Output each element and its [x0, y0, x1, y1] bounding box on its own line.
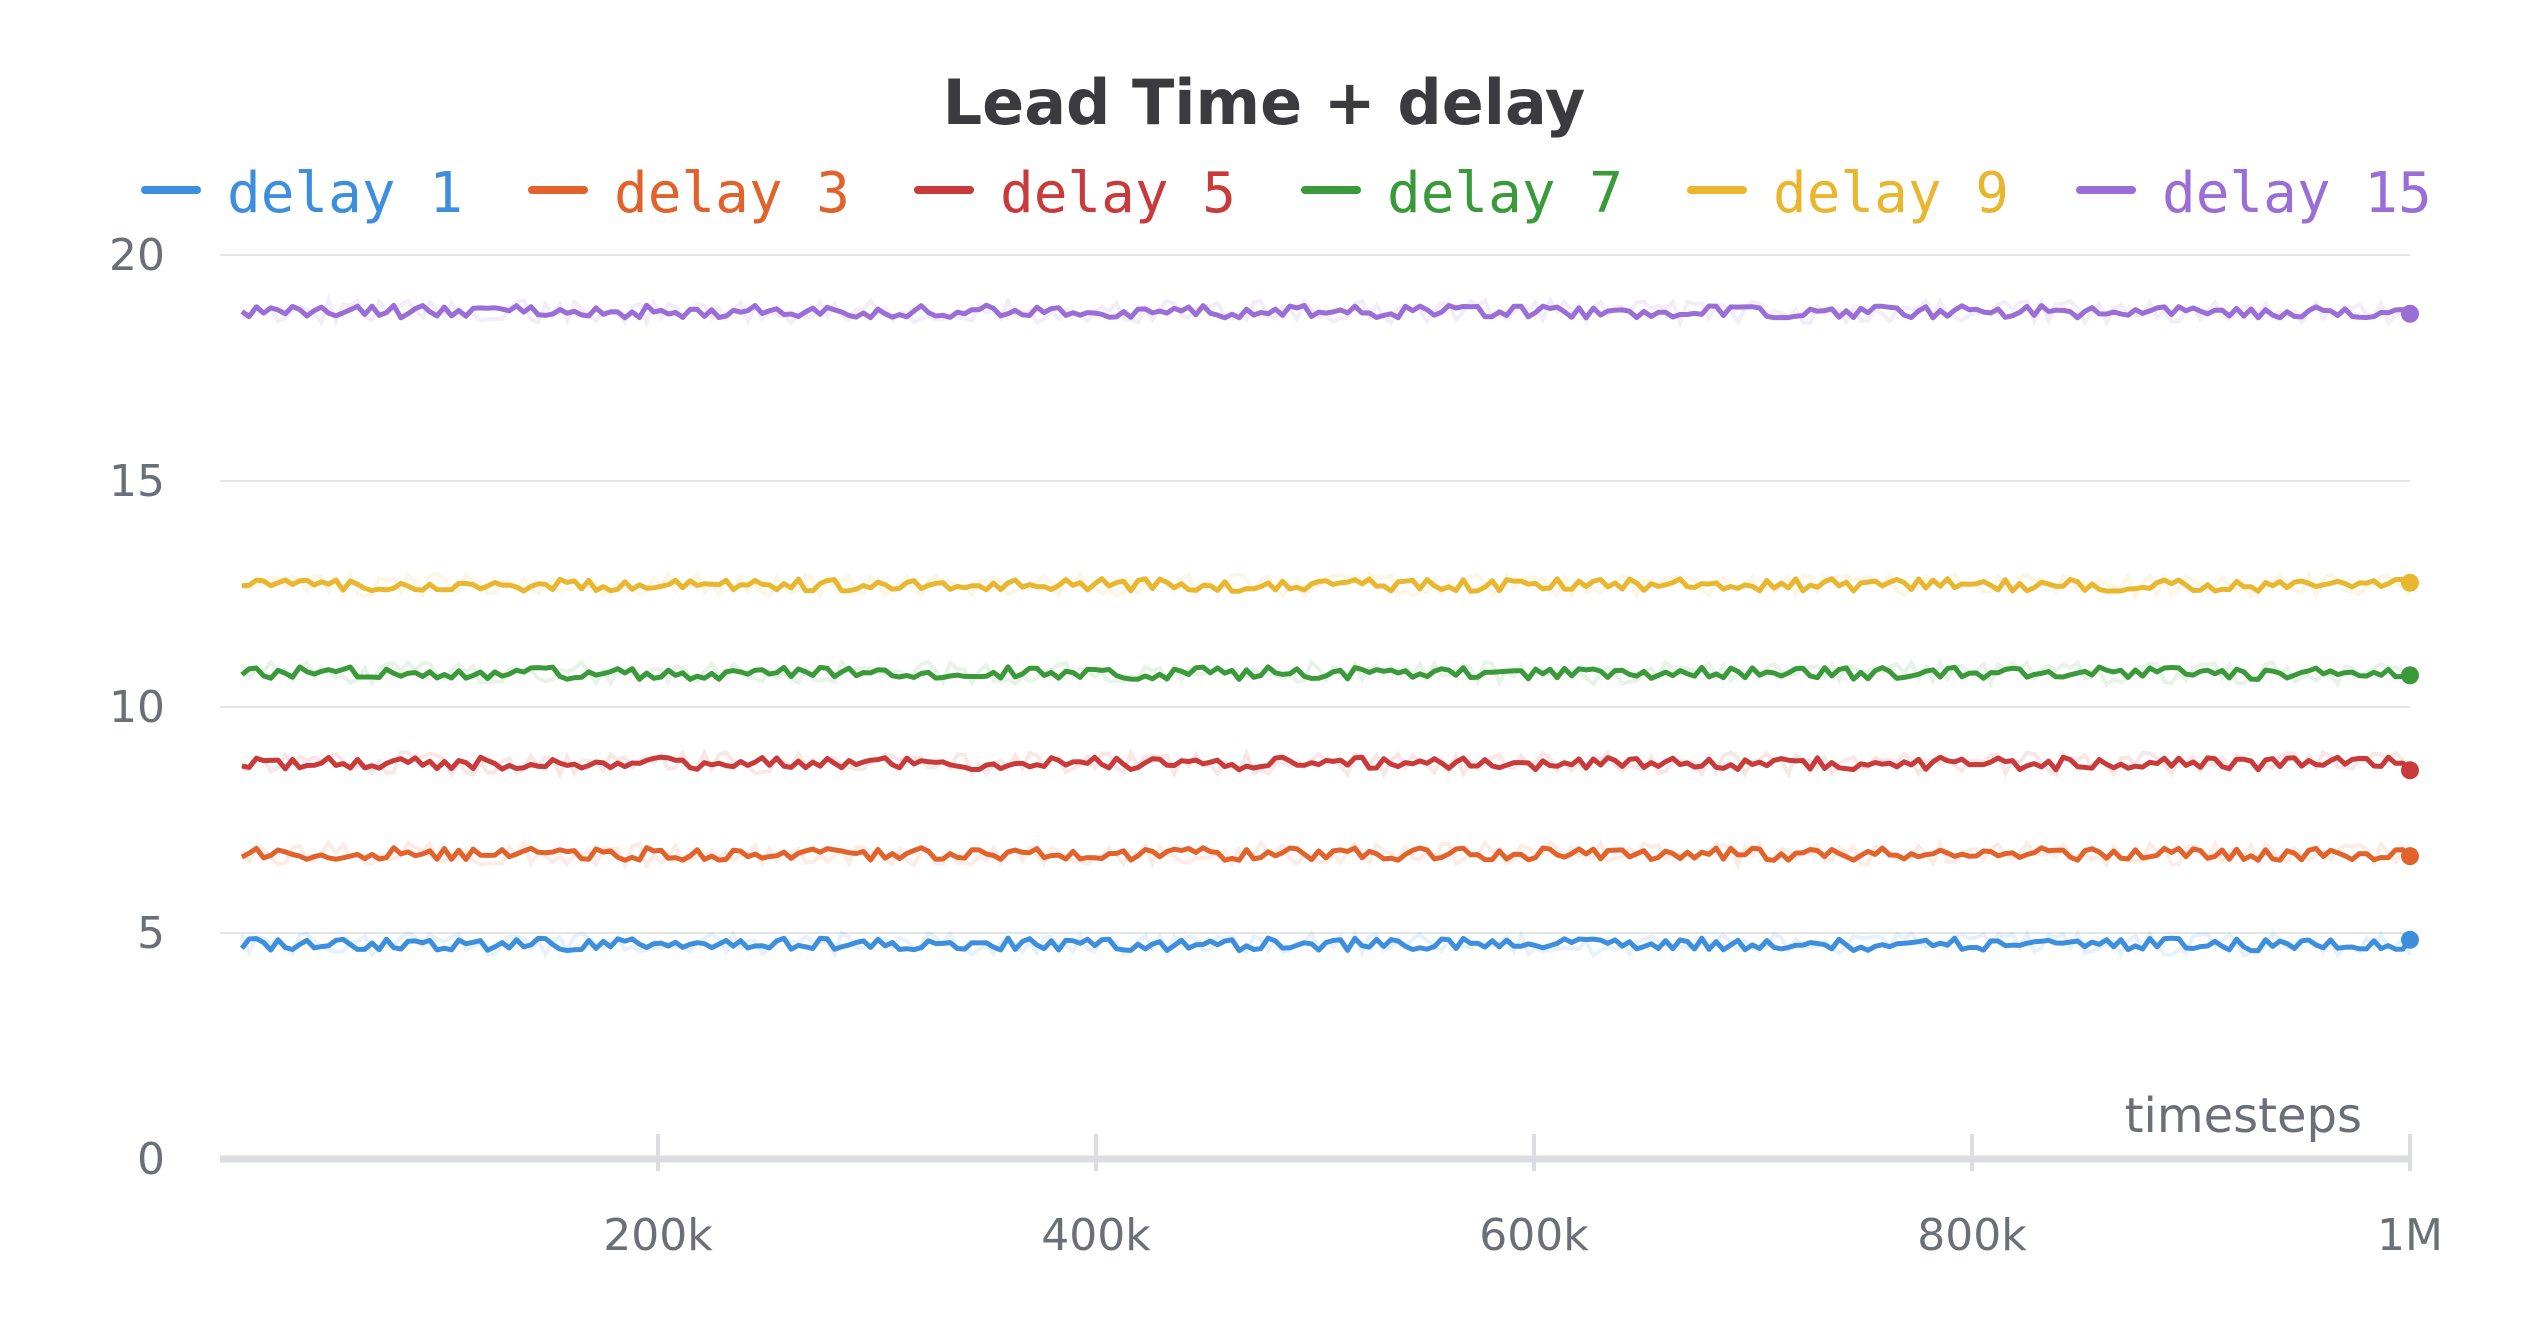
legend-label-6: delay 15 — [2162, 161, 2432, 226]
y-axis: 0 5 10 15 20 — [109, 230, 165, 1185]
legend-label-2: delay 3 — [614, 161, 850, 226]
series-line-3 — [241, 754, 2412, 773]
series-line-6 — [240, 302, 2412, 321]
chart-title: Lead Time + delay — [943, 66, 1586, 139]
y-tick-label-10: 10 — [109, 682, 165, 733]
series-end-marker-6 — [2401, 304, 2419, 323]
legend-label-1: delay 1 — [227, 161, 463, 226]
series-line-4 — [240, 664, 2411, 682]
y-tick-label-20: 20 — [109, 230, 165, 281]
grid — [220, 254, 2410, 934]
x-axis: 200k 400k 600k 800k 1M — [220, 1134, 2443, 1261]
series-end-marker-5 — [2401, 573, 2419, 592]
y-tick-label-5: 5 — [137, 908, 165, 959]
series-end-marker-3 — [2401, 761, 2419, 780]
series-end-marker-2 — [2401, 847, 2419, 866]
series-band-4 — [240, 657, 2412, 689]
legend: delay 1 delay 3 delay 5 delay 7 delay 9 delay… — [141, 161, 2432, 226]
series-layer — [239, 294, 2419, 960]
y-tick-label-0: 0 — [137, 1134, 165, 1185]
x-tick-label-800k: 800k — [1917, 1210, 2027, 1261]
x-tick-label-400k: 400k — [1041, 1210, 1151, 1261]
legend-label-5: delay 9 — [1773, 161, 2009, 226]
legend-label-3: delay 5 — [1000, 161, 1236, 226]
series-end-marker-1 — [2401, 930, 2419, 949]
series-end-marker-4 — [2401, 666, 2419, 685]
x-tick-label-1M: 1M — [2377, 1210, 2443, 1261]
series-line-1 — [239, 935, 2412, 954]
y-tick-label-15: 15 — [109, 456, 165, 507]
x-tick-label-600k: 600k — [1479, 1210, 1589, 1261]
series-line-5 — [241, 576, 2412, 594]
x-tick-label-200k: 200k — [603, 1210, 713, 1261]
legend-label-4: delay 7 — [1387, 161, 1623, 226]
x-axis-label: timesteps — [2125, 1088, 2362, 1144]
series-line-2 — [240, 845, 2412, 863]
